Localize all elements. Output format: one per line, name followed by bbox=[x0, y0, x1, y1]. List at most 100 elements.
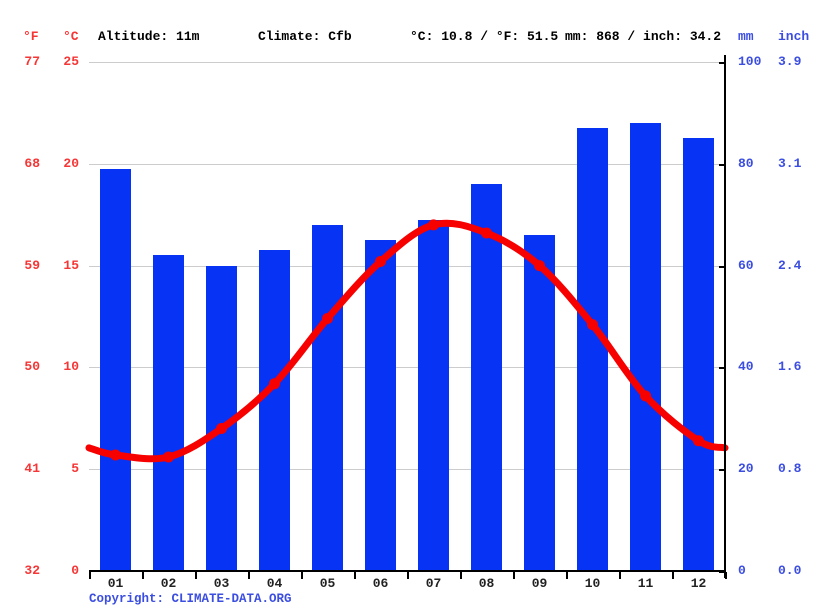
header-avg-temperature: °C: 10.8 / °F: 51.5 bbox=[410, 29, 559, 44]
y-axis-inch-tick-label: 2.4 bbox=[778, 257, 802, 273]
temperature-point bbox=[481, 227, 492, 239]
precipitation-bar bbox=[683, 138, 714, 571]
x-axis-tick bbox=[619, 572, 621, 579]
x-axis-month-label: 12 bbox=[690, 576, 707, 591]
precipitation-bar bbox=[471, 184, 502, 571]
temperature-point bbox=[640, 390, 651, 402]
precipitation-bar bbox=[153, 255, 184, 571]
x-axis-tick bbox=[725, 572, 727, 579]
right-axis-tick bbox=[719, 367, 725, 370]
y-axis-fahrenheit-tick-label: 50 bbox=[24, 359, 40, 375]
x-axis-month-label: 02 bbox=[160, 576, 177, 591]
temperature-point bbox=[693, 435, 704, 447]
right-axis-tick bbox=[719, 571, 725, 573]
gridline bbox=[89, 163, 725, 165]
x-axis-month-label: 01 bbox=[107, 576, 124, 591]
y-axis-celsius-tick-label: 10 bbox=[63, 359, 79, 375]
y-axis-mm-tick-label: 40 bbox=[738, 359, 754, 375]
y-axis-mm-tick-label: 100 bbox=[738, 54, 762, 69]
temperature-point bbox=[269, 378, 280, 390]
temperature-point bbox=[110, 449, 121, 461]
header-fahrenheit-unit-label: °F bbox=[23, 29, 39, 44]
precipitation-bar bbox=[100, 168, 131, 571]
temperature-point bbox=[322, 313, 333, 325]
x-axis-line bbox=[89, 570, 726, 572]
y-axis-fahrenheit-tick-label: 59 bbox=[24, 257, 40, 273]
y-axis-celsius-tick-label: 25 bbox=[63, 54, 79, 69]
header-climate-classification: Climate: Cfb bbox=[258, 29, 352, 44]
y-axis-fahrenheit-tick-label: 41 bbox=[24, 461, 40, 477]
temperature-point bbox=[587, 319, 598, 331]
x-axis-tick bbox=[301, 572, 303, 579]
y-axis-mm-tick-label: 60 bbox=[738, 257, 754, 273]
temperature-line-layer bbox=[85, 219, 729, 463]
precipitation-bar bbox=[365, 240, 396, 571]
temperature-point bbox=[216, 422, 227, 434]
x-axis-month-label: 04 bbox=[266, 576, 283, 591]
temperature-point bbox=[375, 256, 386, 268]
precipitation-bar bbox=[259, 250, 290, 571]
y-axis-celsius-tick-label: 5 bbox=[71, 461, 79, 477]
precipitation-bar bbox=[312, 224, 343, 571]
right-axis-tick bbox=[719, 163, 725, 166]
precipitation-bar bbox=[524, 235, 555, 571]
gridline bbox=[89, 367, 725, 369]
x-axis-month-label: 03 bbox=[213, 576, 230, 591]
x-axis-tick bbox=[566, 572, 568, 579]
header-inch-unit-label: inch bbox=[778, 29, 810, 44]
x-axis-tick bbox=[513, 572, 515, 579]
gridline bbox=[89, 469, 725, 471]
header-mm-unit-label: mm bbox=[738, 29, 754, 44]
precipitation-bar bbox=[418, 219, 449, 571]
gridline bbox=[89, 62, 725, 63]
precipitation-bar bbox=[577, 128, 608, 571]
right-axis-tick bbox=[719, 62, 725, 64]
x-axis-tick bbox=[354, 572, 356, 579]
x-axis-tick bbox=[460, 572, 462, 579]
y-axis-mm-tick-label: 20 bbox=[738, 461, 754, 477]
y-axis-inch-tick-label: 0.0 bbox=[778, 563, 802, 578]
temperature-point bbox=[534, 260, 545, 272]
x-axis-month-label: 08 bbox=[478, 576, 495, 591]
y-axis-inch-tick-label: 3.9 bbox=[778, 54, 802, 69]
header-altitude: Altitude: 11m bbox=[98, 29, 200, 44]
temperature-point bbox=[163, 451, 174, 463]
temperature-line bbox=[85, 219, 729, 463]
x-axis-month-label: 07 bbox=[425, 576, 442, 591]
y-axis-mm-tick-label: 80 bbox=[738, 155, 754, 171]
y-axis-mm-tick-label: 0 bbox=[738, 563, 746, 578]
temperature-point bbox=[428, 219, 439, 231]
x-axis-tick bbox=[672, 572, 674, 579]
y-axis-celsius-tick-label: 20 bbox=[63, 155, 79, 171]
header-celsius-unit-label: °C bbox=[63, 29, 79, 44]
precipitation-bar bbox=[630, 123, 661, 571]
gridline bbox=[89, 265, 725, 267]
copyright-label: Copyright: bbox=[89, 592, 172, 606]
x-axis-tick bbox=[248, 572, 250, 579]
y-axis-celsius-tick-label: 0 bbox=[71, 563, 79, 578]
y-axis-celsius-tick-label: 15 bbox=[63, 257, 79, 273]
copyright-line: Copyright: CLIMATE-DATA.ORG bbox=[89, 592, 292, 606]
x-axis-month-label: 05 bbox=[319, 576, 336, 591]
y-axis-fahrenheit-tick-label: 77 bbox=[24, 54, 40, 69]
y-axis-inch-tick-label: 1.6 bbox=[778, 359, 802, 375]
right-axis-tick bbox=[719, 469, 725, 472]
y-axis-inch-tick-label: 3.1 bbox=[778, 155, 802, 171]
right-axis-tick bbox=[719, 265, 725, 268]
x-axis-tick bbox=[142, 572, 144, 579]
y-axis-fahrenheit-tick-label: 68 bbox=[24, 155, 40, 171]
x-axis-month-label: 11 bbox=[637, 576, 654, 591]
right-axis-line bbox=[724, 55, 726, 578]
x-axis-tick bbox=[89, 572, 91, 579]
plot-area bbox=[85, 62, 729, 571]
y-axis-inch-tick-label: 0.8 bbox=[778, 461, 802, 477]
x-axis-tick bbox=[407, 572, 409, 579]
header-annual-precipitation: mm: 868 / inch: 34.2 bbox=[565, 29, 722, 44]
y-axis-fahrenheit-tick-label: 32 bbox=[24, 563, 40, 578]
x-axis-tick bbox=[195, 572, 197, 579]
x-axis-month-label: 06 bbox=[372, 576, 389, 591]
x-axis-month-label: 10 bbox=[584, 576, 601, 591]
x-axis-month-label: 09 bbox=[531, 576, 548, 591]
climate-data-org-link[interactable]: CLIMATE-DATA.ORG bbox=[171, 592, 292, 606]
